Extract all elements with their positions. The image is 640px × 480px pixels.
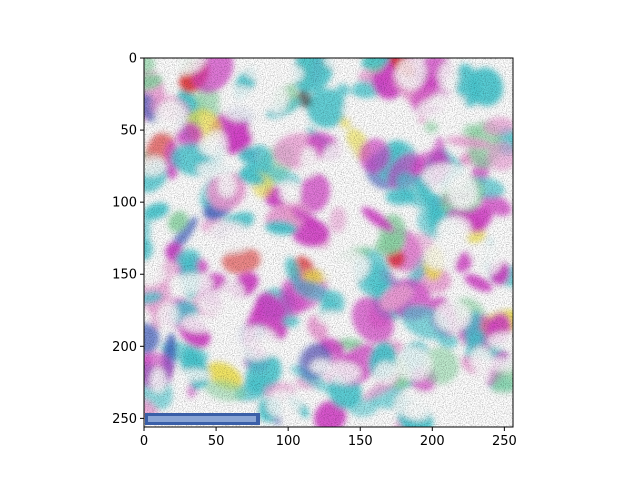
x-tick-label: 250 [492,434,517,449]
image-area [144,58,513,427]
image-bottom-strip-inner [148,416,256,422]
x-axis-ticks: 0 50 100 150 200 250 [140,427,517,449]
x-tick-label: 100 [276,434,301,449]
y-tick-label: 250 [112,412,137,427]
y-tick-label: 150 [112,268,137,283]
x-tick-label: 200 [420,434,445,449]
y-tick-label: 100 [112,196,137,211]
y-axis-ticks: 0 50 100 150 200 250 [112,52,144,427]
y-tick-label: 200 [112,340,137,355]
y-tick-label: 50 [120,124,137,139]
x-tick-label: 150 [348,434,373,449]
x-tick-label: 50 [208,434,225,449]
axes-frame [143,57,514,428]
x-tick-label: 0 [140,434,148,449]
y-tick-label: 0 [129,52,137,67]
image-noise-texture [144,58,513,427]
